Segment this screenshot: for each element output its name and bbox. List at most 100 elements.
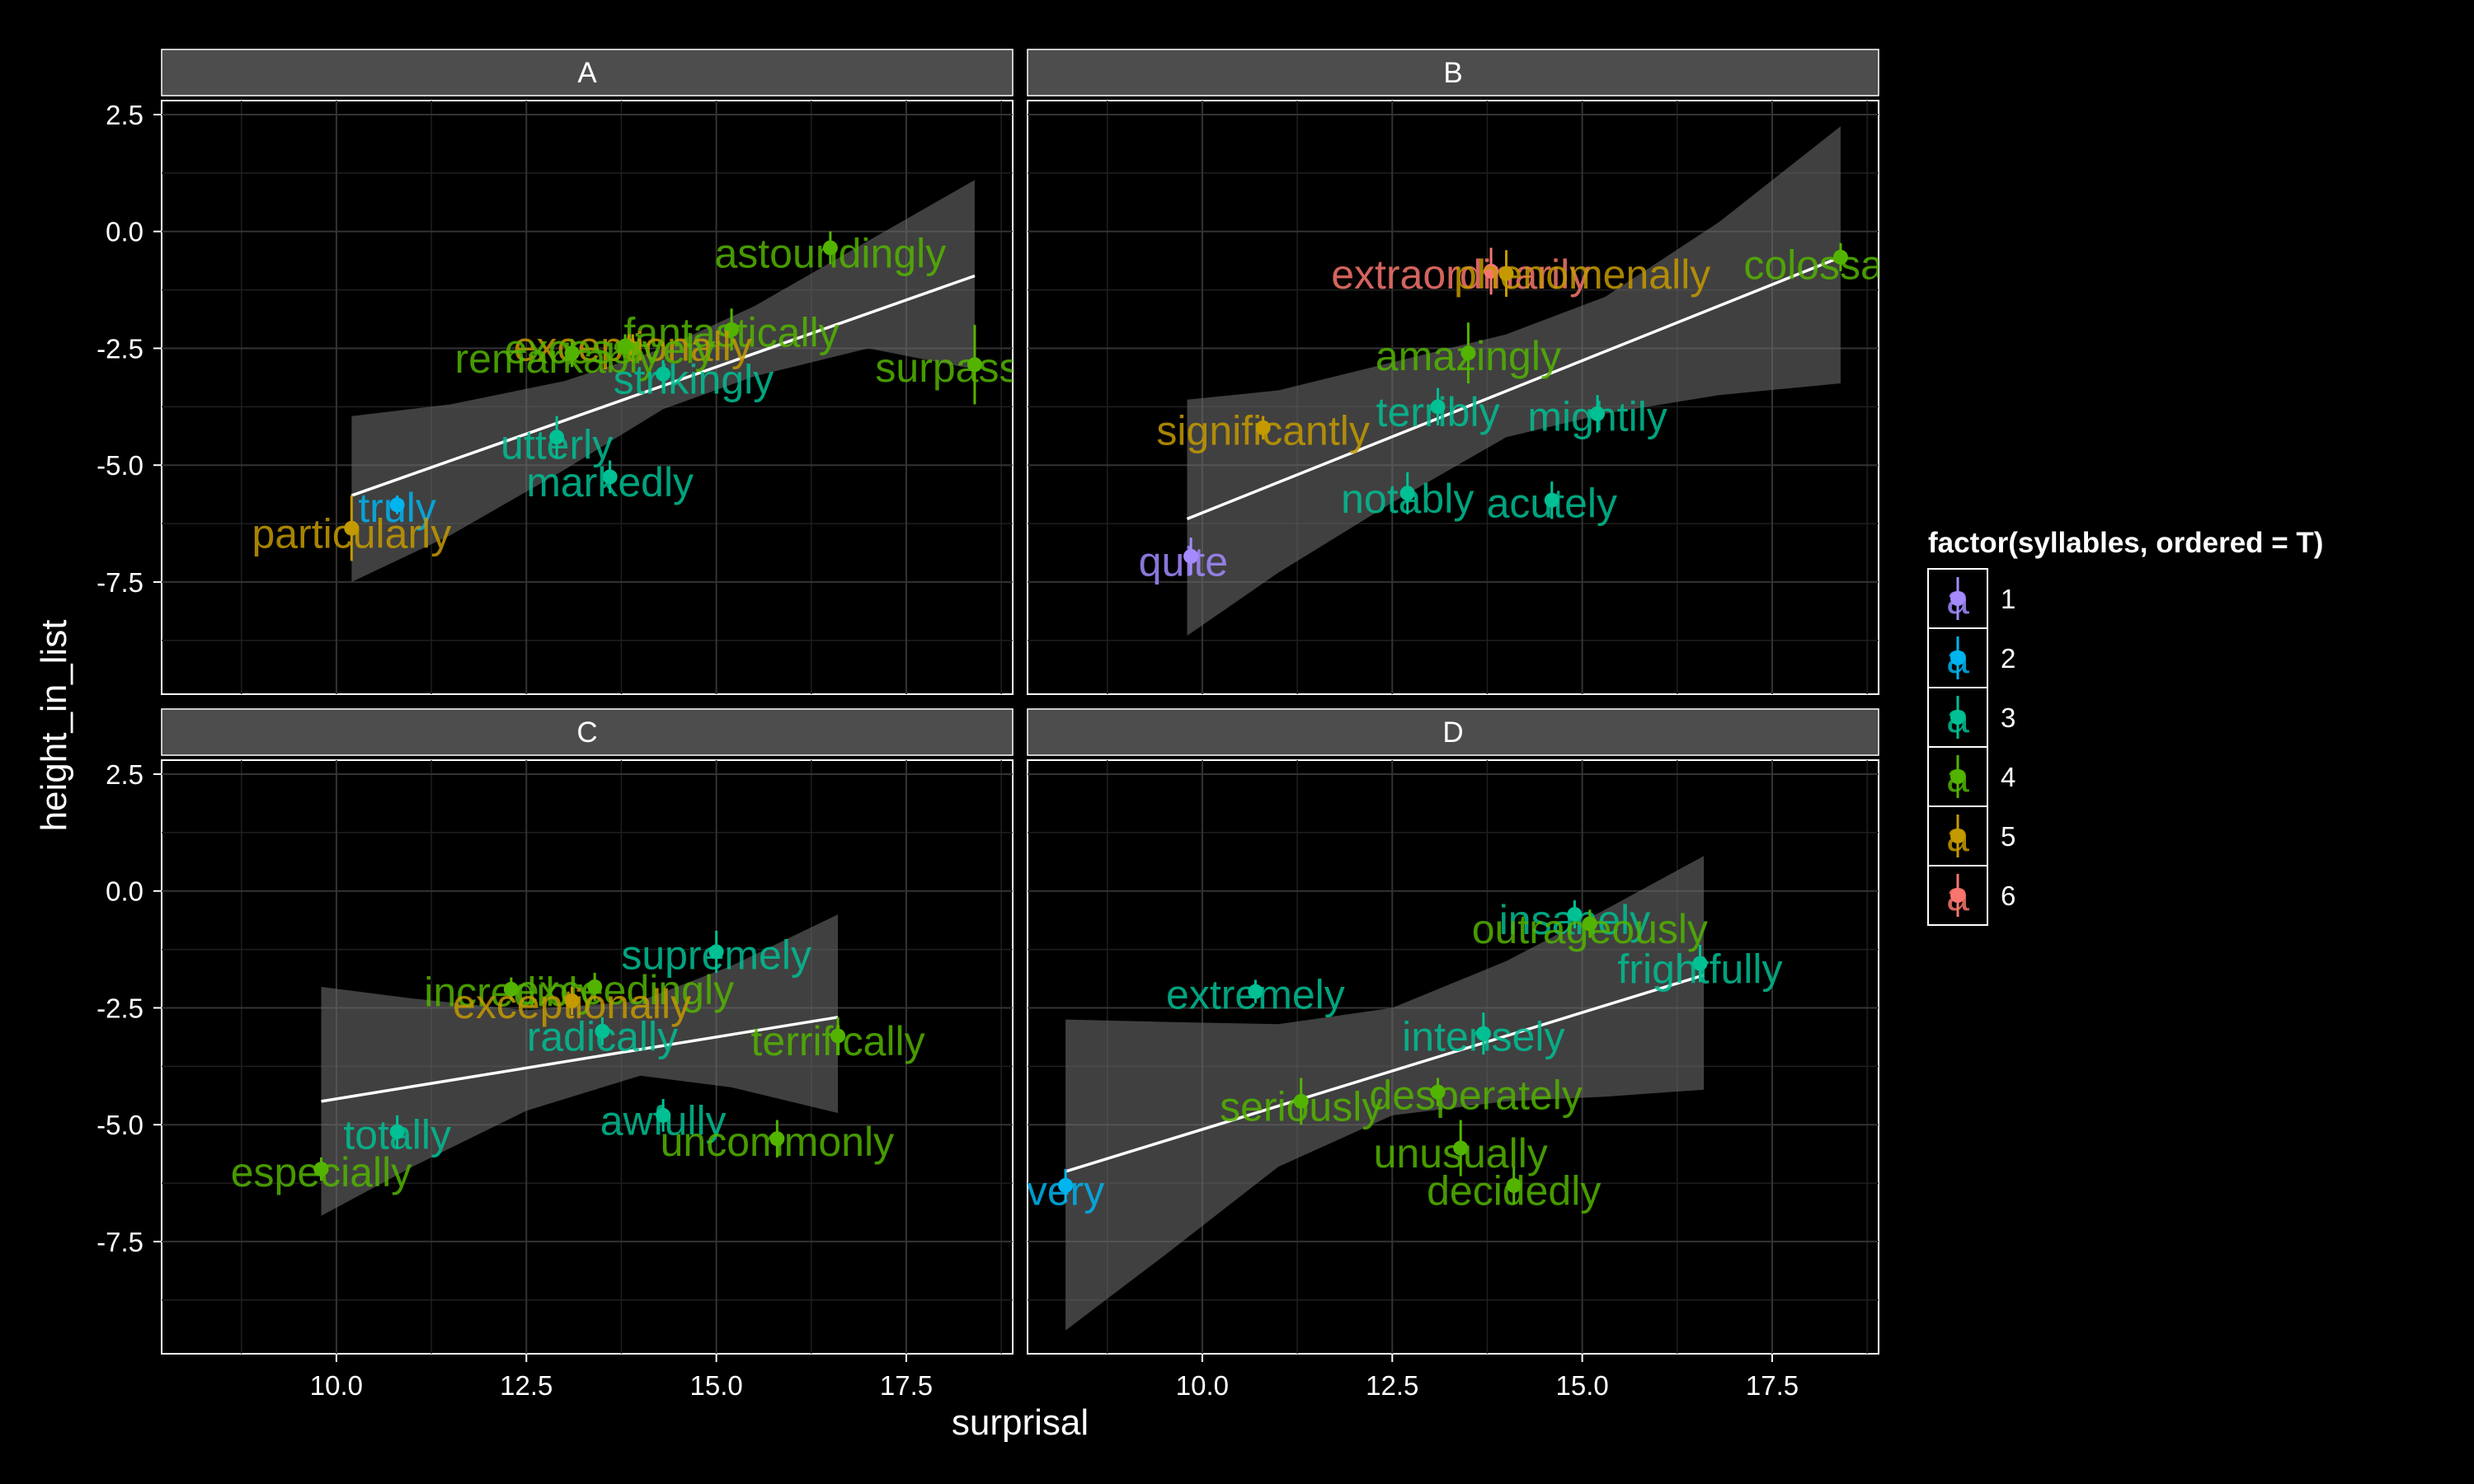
data-point: [1832, 249, 1848, 265]
legend-key-point: [1950, 710, 1965, 725]
y-tick-label: -7.5: [96, 567, 143, 598]
legend-key-point: [1950, 769, 1965, 784]
point-label: outrageously: [1472, 906, 1708, 952]
data-point: [967, 357, 982, 373]
point-label: truly: [358, 485, 435, 531]
data-point: [587, 979, 603, 994]
confidence-ribbon: [1187, 126, 1841, 636]
confidence-ribbon: [1065, 856, 1705, 1331]
point-label: significantly: [1156, 408, 1369, 454]
point-label: quite: [1139, 538, 1228, 585]
point-label: surpassingly: [875, 345, 1104, 391]
data-point: [724, 322, 740, 337]
x-axis-tick-labels: 10.0 12.5 15.0 17.5 10.0 12.5 15.0 17.5: [310, 1370, 1799, 1401]
legend-title: factor(syllables, ordered = T): [1928, 527, 2323, 559]
point-label: radically: [527, 1013, 678, 1059]
y-tick-label: -5.0: [96, 450, 143, 481]
data-point: [769, 1131, 785, 1147]
point-label: phenomenally: [1454, 251, 1710, 298]
data-point: [1293, 1093, 1309, 1109]
y-tick-label: -2.5: [96, 333, 143, 364]
data-point: [344, 520, 360, 536]
regression-line: [1065, 974, 1705, 1173]
data-point: [564, 345, 580, 361]
facet-strip-label: A: [577, 57, 597, 89]
data-point: [1544, 492, 1559, 508]
x-tick-label: 17.5: [880, 1370, 933, 1401]
point-label: fantastically: [623, 310, 839, 356]
point-label: insanely: [1499, 897, 1650, 943]
x-tick-label: 15.0: [1556, 1370, 1609, 1401]
point-label: very: [1027, 1168, 1104, 1214]
point-label: awfully: [600, 1098, 727, 1144]
data-point: [1058, 1177, 1074, 1193]
legend-key-glyph: a: [1946, 754, 1969, 801]
x-tick-label: 10.0: [310, 1370, 363, 1401]
data-point: [1248, 984, 1263, 999]
legend: factor(syllables, ordered = T) a 1a 2a 3a 4a…: [1927, 527, 2323, 926]
data-point: [822, 240, 838, 256]
x-tick-label: 17.5: [1746, 1370, 1799, 1401]
point-label: remarkably: [454, 336, 658, 382]
point-label: utterly: [501, 422, 613, 468]
data-point: [389, 497, 405, 513]
legend-key-point: [1950, 888, 1965, 903]
point-label: desperately: [1369, 1072, 1583, 1118]
data-point: [1582, 916, 1597, 932]
y-axis-tick-labels: 2.5 0.0 -2.5 -5.0 -7.5 2.5 0.0 -2.5 -5.0 -7.5: [96, 100, 143, 1257]
legend-key-glyph: a: [1946, 576, 1969, 622]
point-label: excessively: [505, 326, 716, 372]
y-tick-label: -5.0: [96, 1110, 143, 1140]
point-label: strikingly: [614, 356, 774, 402]
data-point: [602, 469, 618, 485]
data-point: [1506, 1177, 1522, 1193]
legend-label: 1: [2001, 584, 2015, 614]
point-label: uncommonly: [661, 1119, 894, 1165]
legend-label: 4: [2001, 762, 2015, 792]
facet-strip: [161, 708, 1014, 756]
point-label: intensely: [1402, 1013, 1564, 1059]
point-label: frightfully: [1617, 946, 1782, 992]
legend-key-glyph: a: [1946, 873, 1969, 919]
x-axis-title: surprisal: [952, 1402, 1089, 1443]
point-label: mightily: [1527, 394, 1667, 440]
data-point: [1484, 263, 1499, 279]
point-label: extremely: [1166, 971, 1345, 1017]
point-label: exceptionally: [453, 981, 691, 1027]
point-label: extraordinarily: [1331, 251, 1590, 298]
legend-key-point: [1950, 650, 1965, 665]
point-label: unusually: [1374, 1130, 1548, 1176]
data-point: [830, 1028, 846, 1044]
x-tick-label: 12.5: [500, 1370, 553, 1401]
point-label: colossally: [1743, 242, 1922, 288]
confidence-ribbon: [321, 914, 839, 1216]
data-point: [503, 981, 519, 997]
data-point: [1692, 956, 1708, 971]
data-point: [595, 1023, 610, 1039]
data-point: [656, 366, 671, 382]
regression-line: [321, 1016, 839, 1103]
point-label: particularly: [252, 510, 451, 556]
point-label: totally: [343, 1112, 451, 1158]
data-point: [1430, 1084, 1446, 1100]
data-point: [1475, 1026, 1491, 1041]
data-point: [1255, 420, 1271, 435]
regression-line: [1186, 256, 1841, 521]
panel-c: Csupremelyincrediblyexceedinglyexception…: [153, 708, 1014, 1362]
data-point: [618, 338, 633, 354]
x-tick-label: 10.0: [1176, 1370, 1229, 1401]
legend-key-glyph: a: [1946, 695, 1969, 741]
legend-key-point: [1950, 829, 1965, 843]
point-label: decidedly: [1427, 1168, 1601, 1214]
data-point: [1453, 1140, 1469, 1156]
facet-strip: [1027, 49, 1879, 96]
data-point: [1498, 265, 1514, 281]
y-tick-label: -7.5: [96, 1227, 143, 1257]
point-label: markedly: [526, 459, 694, 505]
